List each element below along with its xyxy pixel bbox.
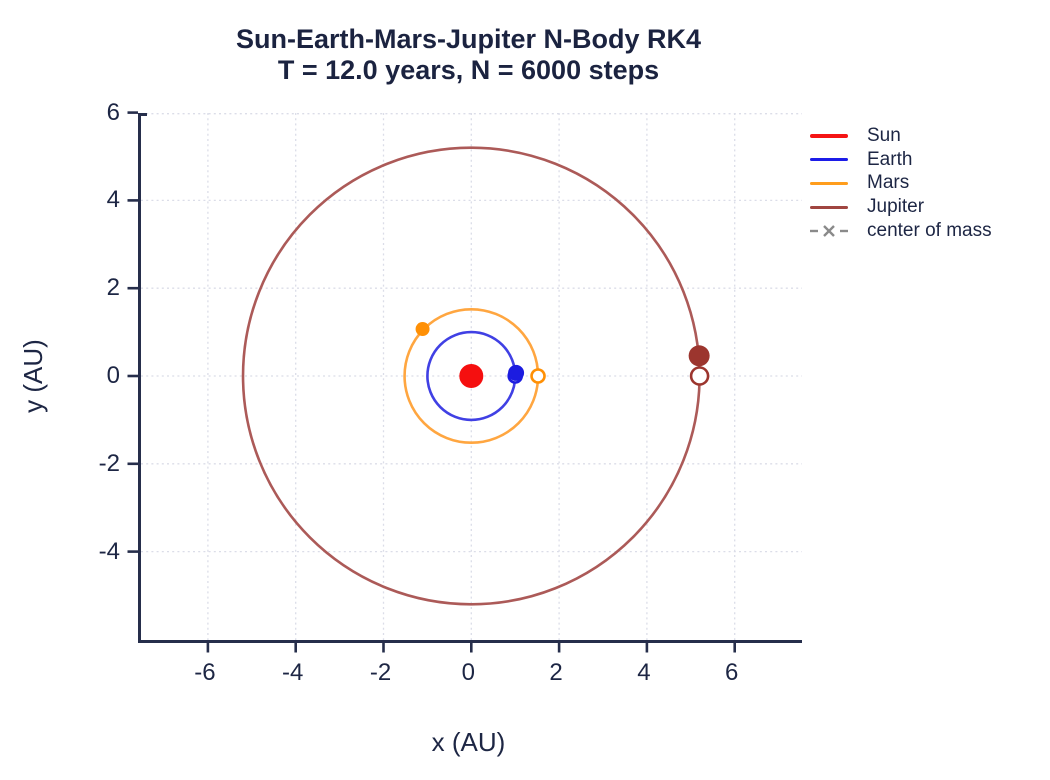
legend-item-center-of-mass: center of mass [810, 219, 992, 243]
x-tick-label: 2 [549, 659, 563, 686]
x-tick-label: -4 [282, 659, 304, 686]
legend-line-icon [810, 181, 848, 186]
legend-line-icon [810, 134, 848, 138]
legend-label: Sun [867, 124, 901, 146]
jupiter-marker [688, 345, 710, 367]
jupiter-start-marker [689, 366, 710, 386]
legend-item-earth: Earth [810, 148, 992, 172]
legend-label: Earth [867, 148, 913, 170]
chart-title: Sun-Earth-Mars-Jupiter N-Body RK4 [235, 24, 702, 54]
chart-header: Sun-Earth-Mars-Jupiter N-Body RK4 T = 12… [138, 24, 799, 86]
mars-start-marker [530, 368, 546, 384]
legend-line-icon [810, 205, 848, 210]
dashed-x-marker-icon [810, 223, 848, 239]
legend-label: center of mass [867, 220, 992, 242]
top-spine-stub [138, 113, 147, 116]
legend-line-icon [810, 205, 848, 210]
legend-item-jupiter: Jupiter [810, 195, 992, 219]
x-tick-label: 6 [725, 659, 739, 686]
legend-line-icon [810, 181, 848, 186]
y-axis-label: y (AU) [18, 339, 48, 413]
x-axis-label: x (AU) [431, 727, 506, 757]
y-tick-label: 0 [106, 362, 120, 389]
earth-marker [508, 364, 525, 381]
legend-line-icon [810, 157, 848, 162]
legend-line-icon [810, 134, 848, 138]
y-tick-label: 2 [106, 274, 120, 302]
dashed-x-icon [810, 225, 848, 237]
x-tick-label: -6 [194, 659, 216, 686]
legend-item-sun: Sun [810, 124, 992, 148]
x-tick-label: 0 [461, 659, 475, 686]
y-tick-label: 4 [106, 186, 120, 214]
y-tick-label: -4 [98, 537, 120, 565]
legend-label: Mars [867, 172, 910, 194]
plot-area [127, 111, 802, 653]
chart-subtitle: T = 12.0 years, N = 6000 steps [277, 55, 660, 85]
x-tick-label: -2 [369, 659, 392, 686]
legend-label: Jupiter [867, 196, 925, 218]
y-tick-label: -2 [98, 449, 120, 477]
x-tick-label: 4 [637, 659, 651, 686]
legend-item-mars: Mars [810, 172, 992, 196]
y-tick-label: 6 [106, 98, 120, 126]
legend-line-icon [810, 157, 848, 162]
chart-svg [127, 111, 802, 653]
legend: Sun Earth Mars Jupiter center of mass [810, 124, 992, 243]
sun-marker [459, 364, 484, 388]
mars-marker [415, 322, 430, 337]
